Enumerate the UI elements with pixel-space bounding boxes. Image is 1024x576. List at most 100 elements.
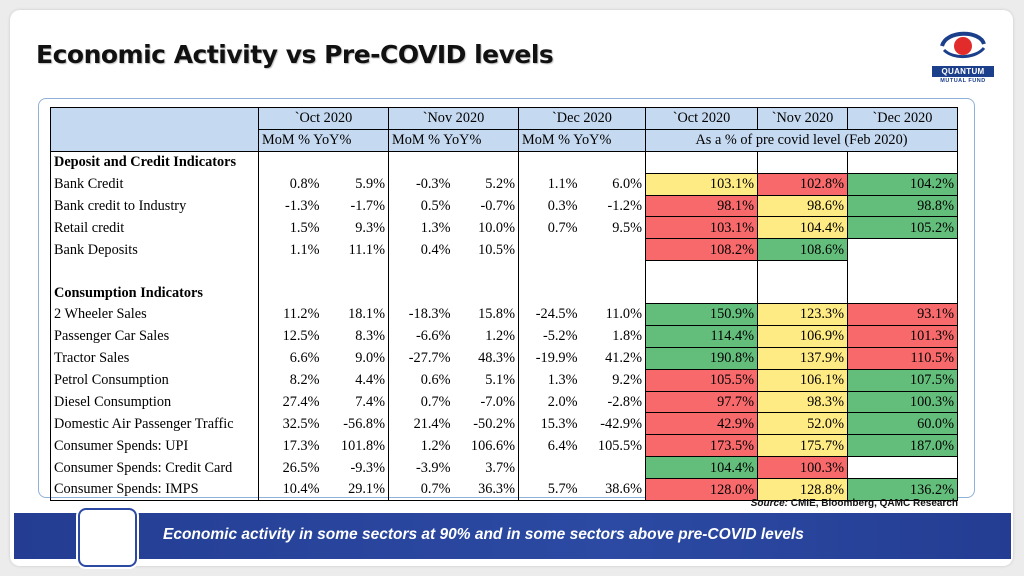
header-row-metrics: MoM % YoY% MoM % YoY% MoM % YoY% As a % of … [51, 128, 958, 152]
pre-covid-value: 93.1% [847, 303, 958, 326]
mom-yoy-value: 5.7% [518, 478, 581, 502]
pre-covid-value: 108.2% [645, 238, 758, 262]
table-row: Consumer Spends: UPI 17.3% 101.8% 1.2% 106.6… [50, 434, 958, 458]
mom-yoy-value: -42.9% [580, 412, 646, 435]
mom-yoy-value: 32.5% [282, 415, 320, 432]
mom-yoy-value: 11.0% [580, 303, 646, 326]
mom-yoy-value: 4.4% [322, 369, 389, 392]
mom-yoy-value [580, 238, 646, 261]
mom-yoy-value: -50.2% [453, 412, 519, 435]
empty-cell [580, 260, 646, 283]
mom-yoy-value: -27.7% [408, 350, 451, 367]
empty-cell [519, 282, 581, 303]
empty-cell [757, 151, 848, 174]
row-label: Passenger Car Sales [50, 325, 259, 348]
empty-cell [847, 282, 958, 304]
mom-yoy-value: 0.7% [420, 394, 451, 411]
mom-yoy-value: 41.2% [580, 347, 646, 370]
mom-yoy-value: 0.7% [388, 478, 454, 502]
mom-yoy-value [519, 239, 581, 261]
pre-covid-value: 98.6% [757, 194, 848, 218]
logo-subtitle: MUTUAL FUND [940, 78, 986, 84]
pre-covid-value: 104.2% [847, 172, 958, 196]
mom-yoy-value: 6.0% [580, 173, 646, 196]
empty-cell [645, 260, 758, 283]
mom-yoy-value: 1.2% [420, 437, 451, 454]
mom-yoy-value: 12.5% [282, 328, 320, 345]
spacer-row [50, 260, 958, 283]
pre-covid-value: 98.3% [757, 390, 848, 414]
mom-yoy-value: -2.8% [580, 391, 646, 413]
mom-yoy-value: 3.7% [453, 456, 519, 479]
mom-yoy-value: 0.4% [420, 241, 451, 258]
mom-yoy-value: 1.8% [580, 325, 646, 348]
mom-yoy-value: 1.2% [453, 325, 519, 348]
empty-cell [847, 151, 958, 174]
table-row: Consumer Spends: Credit Card 26.5% -9.3% -3… [50, 456, 958, 480]
banner-icon-box [78, 508, 137, 567]
empty-cell [453, 260, 519, 283]
mom-yoy-value: 8.3% [322, 325, 389, 348]
mom-yoy-value: 0.8% [289, 176, 320, 193]
mom-yoy-value: 10.5% [453, 238, 519, 261]
mom-yoy-value: -3.9% [415, 459, 451, 476]
mom-yoy-value: 7.4% [322, 391, 389, 413]
header-row-months: `Oct 2020 `Nov 2020 `Dec 2020 `Oct 2020 `Nov… [50, 107, 958, 152]
row-label: Consumer Spends: IMPS [50, 478, 259, 502]
section-row: Deposit and Credit Indicators [50, 151, 958, 174]
table-row: Diesel Consumption 27.4% 7.4% 0.7% -7.0% 2.0%… [50, 390, 958, 414]
pre-covid-value: 98.8% [847, 194, 958, 218]
empty-cell [322, 282, 389, 304]
empty-cell [259, 261, 323, 282]
mom-yoy-value: 9.5% [580, 216, 646, 239]
header-mom-yoy: MoM % YoY% [258, 128, 389, 152]
empty-cell [389, 261, 454, 282]
mom-yoy-value: 0.7% [547, 219, 578, 236]
empty-cell [453, 282, 519, 304]
source-label: Source: [750, 498, 788, 509]
pre-covid-value: 105.5% [645, 368, 758, 392]
mom-yoy-value: 105.5% [580, 434, 646, 457]
mom-yoy-value: 1.5% [289, 219, 320, 236]
mom-yoy-value: -56.8% [322, 412, 389, 435]
mom-yoy-value: 29.1% [322, 478, 389, 502]
pre-covid-value: 97.7% [645, 390, 758, 414]
empty-cell [322, 260, 389, 283]
row-label: Consumer Spends: UPI [50, 434, 259, 457]
empty-cell [519, 261, 581, 282]
row-label: Petrol Consumption [50, 369, 259, 392]
mom-yoy-value: 1.1% [289, 241, 320, 258]
pre-covid-value: 150.9% [645, 303, 758, 326]
mom-yoy-value: -7.0% [453, 391, 519, 413]
table-row: Bank Deposits 1.1% 11.1% 0.4% 10.5% 108.2% 108… [50, 238, 958, 262]
pre-covid-value: 175.7% [757, 434, 848, 458]
pre-covid-value: 187.0% [847, 434, 958, 458]
mom-yoy-value: -5.2% [542, 328, 578, 345]
mom-yoy-value: 18.1% [322, 303, 389, 326]
header-month: `Dec 2020 [518, 107, 646, 130]
header-month: `Oct 2020 [258, 107, 389, 130]
empty-cell [389, 151, 454, 173]
table-row: Retail credit 1.5% 9.3% 1.3% 10.0% 0.7% 9.5% 10… [50, 216, 958, 240]
page-title: Economic Activity vs Pre-COVID levels [36, 40, 554, 69]
row-label: Bank credit to Industry [50, 195, 259, 217]
pre-covid-value: 123.3% [757, 303, 848, 326]
pre-covid-value: 190.8% [645, 346, 758, 370]
mom-yoy-value: 11.1% [322, 238, 389, 261]
pre-covid-value: 103.1% [645, 216, 758, 240]
quantum-logo: QUANTUM MUTUAL FUND [932, 26, 994, 88]
pre-covid-value: 101.3% [847, 324, 958, 348]
mom-yoy-value: 0.3% [547, 198, 578, 214]
mom-yoy-value: -1.7% [322, 195, 389, 217]
table-row: Consumer Spends: IMPS 10.4% 29.1% 0.7% 36.3%… [50, 478, 958, 502]
empty-cell [259, 151, 323, 173]
pre-covid-value: 106.1% [757, 368, 848, 392]
pre-covid-value: 52.0% [757, 412, 848, 436]
empty-cell [389, 282, 454, 303]
pre-covid-value: 136.2% [847, 478, 958, 502]
mom-yoy-value: 0.6% [420, 372, 451, 389]
mom-yoy-value: -19.9% [535, 350, 578, 367]
pre-covid-value [847, 456, 958, 479]
header-pre-month: `Oct 2020 [645, 107, 758, 130]
mom-yoy-value: 1.3% [547, 372, 578, 389]
